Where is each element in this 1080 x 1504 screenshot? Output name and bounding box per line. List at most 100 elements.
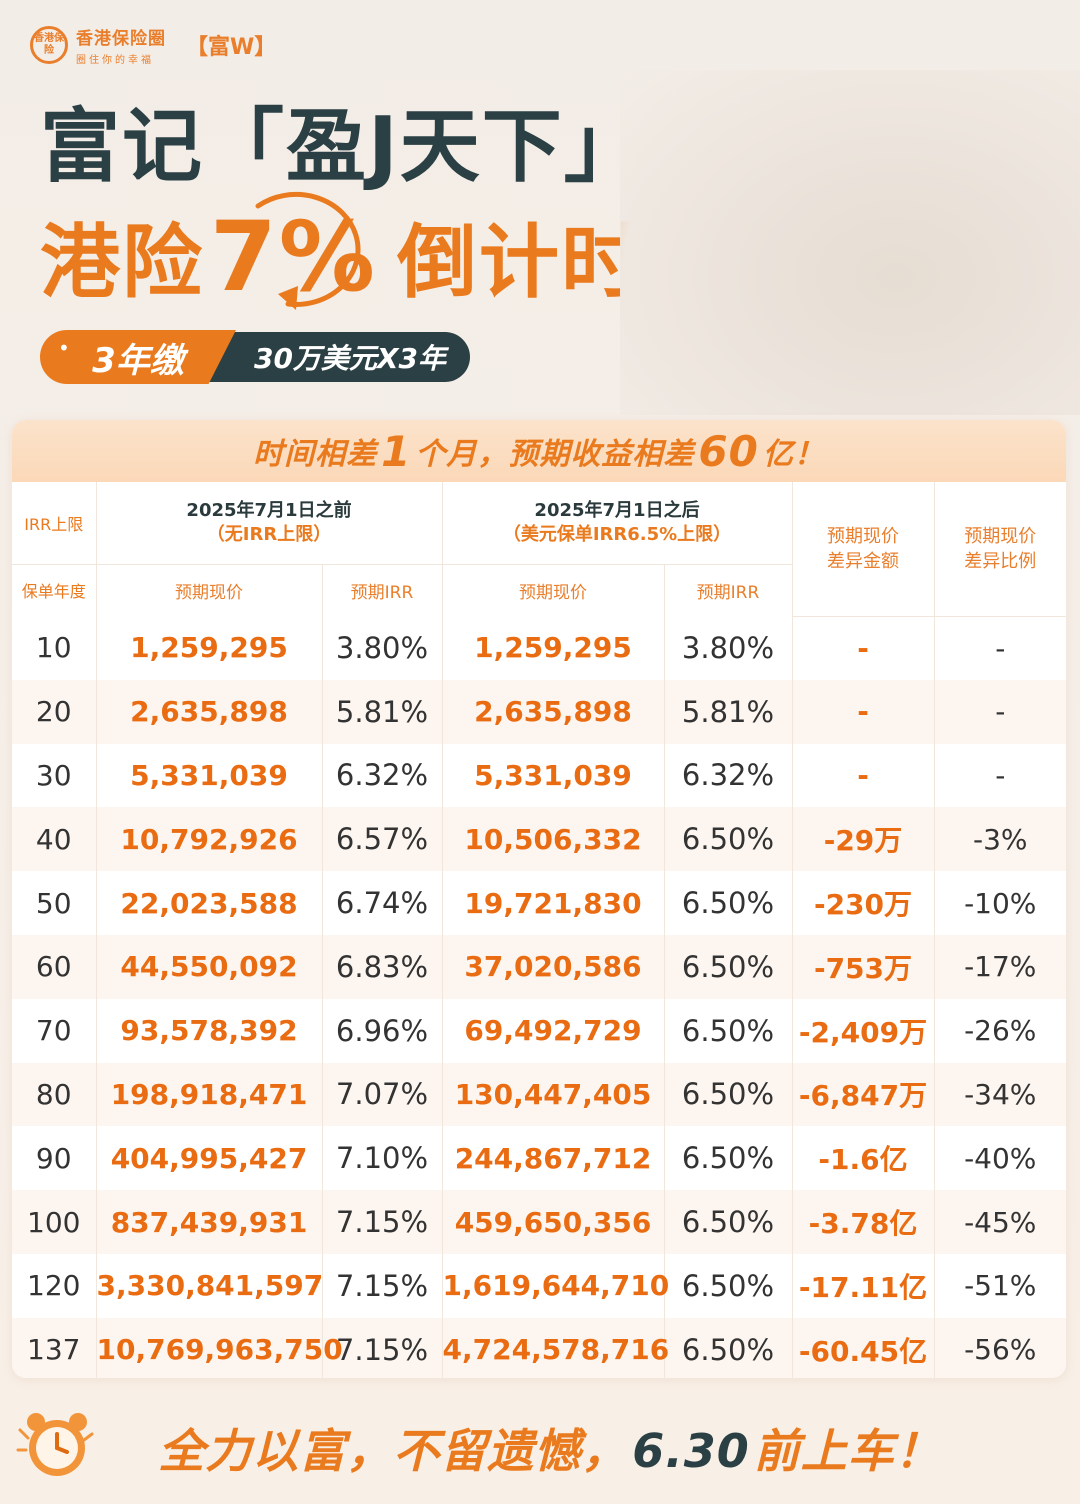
before-irr-cell: 6.96%	[321, 998, 442, 1063]
before-irr-cell: 6.74%	[321, 871, 442, 935]
diff-amount-cell: -230万	[791, 871, 934, 935]
policy-year-cell: 137	[12, 1317, 96, 1378]
policy-year-cell: 10	[35, 631, 72, 665]
table-row: 40 10,792,926 6.57% 10,506,332 6.50% -29万 -3%	[12, 807, 1066, 872]
after-irr-cell: 6.50%	[663, 1190, 792, 1254]
policy-year-cell: 100	[12, 1190, 96, 1254]
table-row: 80 198,918,471 7.07% 130,447,405 6.50% -6,847…	[12, 1062, 1066, 1127]
before-irr-cell: 7.15%	[321, 1190, 442, 1254]
banner-text-3: 亿！	[762, 437, 825, 472]
diff-ratio-cell: -	[933, 679, 1066, 744]
diff-ratio-cell: -	[933, 616, 1066, 680]
after-irr-cell: 6.50%	[663, 1317, 792, 1378]
footer-deadline: 6.30	[632, 1424, 750, 1478]
diff-ratio-cell: -34%	[933, 1062, 1066, 1127]
diff-amount-cell: -	[791, 679, 934, 744]
after-group-header: 2025年7月1日之后 （美元保单IRR6.5%上限）	[441, 482, 792, 565]
after-value-cell: 10,506,332	[441, 807, 664, 872]
after-value-cell: 459,650,356	[441, 1190, 664, 1254]
diff-ratio-cell: -40%	[933, 1126, 1066, 1191]
payment-term-label: 3年缴	[92, 340, 184, 381]
after-irr-cell: 6.50%	[663, 1062, 792, 1127]
after-value-cell: 1,259,295	[441, 616, 664, 680]
comparison-banner: 时间相差 1 个月，预期收益相差 60 亿！	[12, 420, 1066, 482]
after-irr-cell: 6.32%	[663, 743, 792, 808]
diff-amount-cell: -60.45亿	[791, 1317, 934, 1378]
before-value-cell: 93,578,392	[95, 998, 322, 1063]
policy-year-cell: 30	[35, 758, 72, 792]
table-row: 30 5,331,039 6.32% 5,331,039 6.32% - -	[12, 743, 1066, 808]
before-value-cell: 837,439,931	[95, 1190, 322, 1254]
table-body: 10 1,259,295 3.80% 1,259,295 3.80% - -20 2,635,…	[12, 616, 1066, 1378]
diff-ratio-cell: -56%	[933, 1317, 1066, 1378]
diff-amount-cell: -6,847万	[791, 1062, 934, 1127]
headline-line2: 港险 7% 倒计时	[40, 198, 643, 314]
policy-year-cell: 60	[12, 934, 96, 999]
after-irr-cell: 6.50%	[663, 871, 792, 935]
banner-month-count: 1	[381, 426, 412, 476]
after-value-cell: 4,724,578,716	[441, 1317, 669, 1378]
before-value-cell: 198,918,471	[95, 1062, 322, 1127]
after-value-cell: 2,635,898	[441, 679, 664, 744]
before-irr-cell: 5.81%	[321, 679, 442, 744]
comparison-card: 时间相差 1 个月，预期收益相差 60 亿！ IRR上限 2025年7月1日之前…	[12, 420, 1066, 1378]
diff-amount-cell: -753万	[791, 934, 934, 999]
diff-amount-cell: -	[791, 743, 934, 808]
table-row: 60 44,550,092 6.83% 37,020,586 6.50% -753万 -17…	[12, 934, 1066, 999]
before-value-cell: 44,550,092	[95, 934, 322, 999]
headline-line2-suffix: 倒计时	[396, 216, 643, 309]
policy-year-cell: 120	[27, 1269, 81, 1303]
table-row: 50 22,023,588 6.74% 19,721,830 6.50% -230万 -10…	[12, 871, 1066, 935]
before-value-cell: 10,769,963,750	[95, 1317, 343, 1378]
footer-text-a: 全力以富，不留遗憾，	[158, 1424, 629, 1478]
table-row: 10 1,259,295 3.80% 1,259,295 3.80% - -	[12, 616, 1066, 680]
after-irr-header: 预期IRR	[663, 564, 792, 616]
table-row: 100 837,439,931 7.15% 459,650,356 6.50% -3.78…	[12, 1190, 1066, 1254]
policy-year-cell: 80	[12, 1062, 96, 1127]
before-irr-cell: 6.57%	[321, 807, 442, 872]
alarm-clock-icon	[16, 1413, 94, 1476]
irr-cap-header: IRR上限	[12, 482, 96, 565]
before-irr-cell: 7.15%	[321, 1253, 442, 1318]
brand-name: 香港保险圈	[76, 29, 166, 49]
headline-line1: 富记「盈J天下」	[40, 100, 646, 193]
diff-amount-cell: -17.11亿	[791, 1253, 934, 1318]
after-irr-cell: 6.50%	[663, 998, 792, 1063]
table-row: 90 404,995,427 7.10% 244,867,712 6.50% -1.6亿 -…	[12, 1126, 1066, 1191]
brand-slogan: 圈住你的幸福	[76, 55, 154, 66]
headline-percent: 7%	[210, 201, 377, 313]
before-irr-cell: 7.15%	[321, 1317, 442, 1378]
before-value-cell: 404,995,427	[95, 1126, 322, 1191]
diff-amount-cell: -29万	[791, 807, 934, 872]
after-value-cell: 5,331,039	[441, 743, 664, 808]
table-row: 70 93,578,392 6.96% 69,492,729 6.50% -2,409万 -…	[12, 998, 1066, 1063]
diff-ratio-cell: -26%	[933, 998, 1066, 1063]
diff-ratio-cell: -51%	[933, 1253, 1066, 1318]
before-value-header: 预期现价	[95, 564, 322, 616]
before-irr-cell: 6.83%	[321, 934, 442, 999]
policy-year-cell: 90	[35, 1141, 72, 1175]
pill-dot-icon: •	[58, 336, 70, 360]
diff-ratio-cell: -3%	[933, 807, 1066, 872]
before-group-header: 2025年7月1日之前 （无IRR上限）	[95, 482, 442, 565]
after-value-header: 预期现价	[441, 564, 664, 616]
logo-badge: 香港保险	[30, 26, 68, 64]
diff-amount-header: 预期现价 差异金额	[791, 482, 934, 617]
after-irr-cell: 6.50%	[663, 1126, 792, 1191]
after-value-cell: 69,492,729	[441, 998, 664, 1063]
policy-year-cell: 50	[35, 886, 72, 920]
diff-ratio-cell: -45%	[933, 1190, 1066, 1254]
banner-gap-amount: 60	[698, 426, 759, 476]
payment-term-pill: 3年缴	[40, 330, 236, 384]
after-irr-cell: 3.80%	[663, 616, 792, 680]
policy-year-header: 保单年度	[21, 582, 86, 602]
banner-text-2: 个月，预期收益相差	[415, 437, 695, 472]
before-value-cell: 2,635,898	[95, 679, 322, 744]
headline-line2-prefix: 港险	[40, 216, 204, 309]
before-value-cell: 1,259,295	[95, 616, 322, 680]
after-irr-cell: 5.81%	[663, 679, 792, 744]
after-value-cell: 244,867,712	[441, 1126, 664, 1191]
before-irr-header: 预期IRR	[321, 564, 442, 616]
irr-comparison-table: IRR上限 2025年7月1日之前 （无IRR上限） 2025年7月1日之后 （…	[12, 482, 1066, 1378]
before-value-cell: 22,023,588	[95, 871, 322, 935]
